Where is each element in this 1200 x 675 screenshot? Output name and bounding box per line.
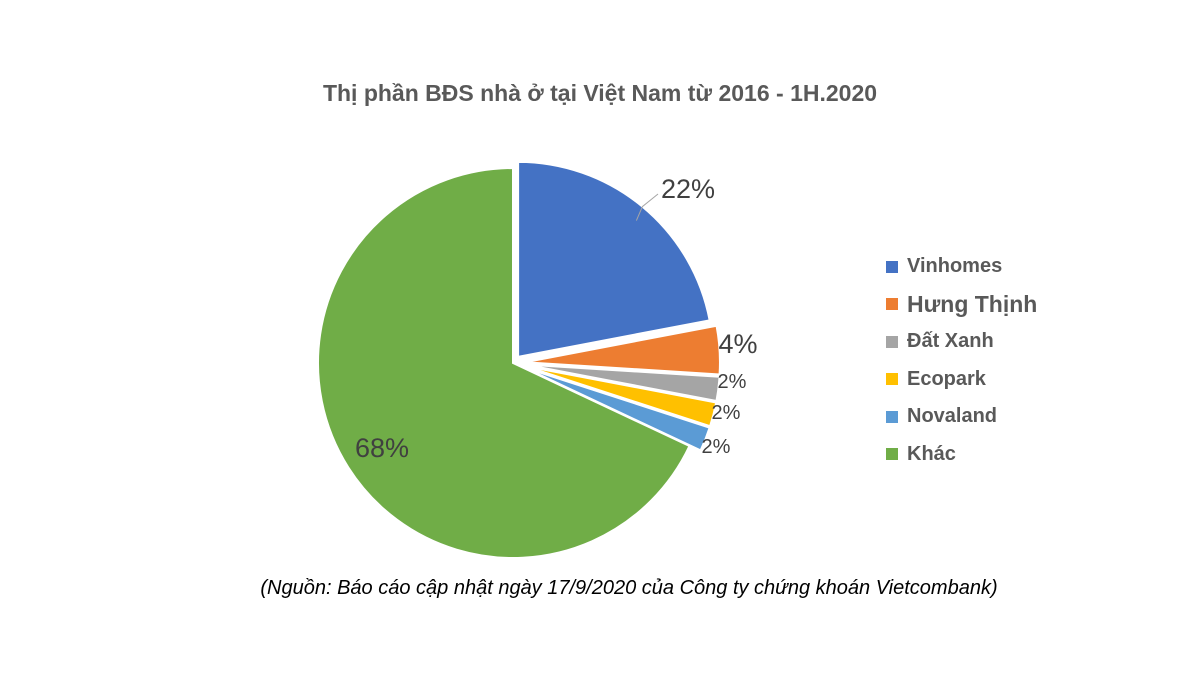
pie-slice-khac [317, 166, 691, 559]
legend-label: Ecopark [907, 367, 986, 390]
legend-swatch [886, 260, 898, 273]
legend-swatch [886, 448, 898, 461]
pie-slice-ecopark [524, 365, 718, 428]
source-note: (Nguồn: Báo cáo cập nhật ngày 17/9/2020 … [260, 577, 998, 599]
legend-swatch [886, 335, 898, 348]
data-label-novaland: 2% [702, 436, 731, 458]
legend-item-dat-xanh: Đất Xanh [886, 323, 1037, 361]
legend-label: Novaland [907, 405, 998, 428]
data-label-khac: 68% [355, 433, 409, 463]
leader-line-vinhomes [635, 193, 659, 221]
data-label-dat-xanh: 2% [718, 371, 747, 393]
legend-label: Vinhomes [907, 255, 1003, 278]
pie-slice-dat-xanh [524, 363, 721, 403]
data-label-ecopark: 2% [712, 402, 741, 424]
legend-item-ecopark: Ecopark [886, 361, 1037, 399]
data-label-hung-thinh: 4% [718, 329, 757, 359]
legend-item-hung-thinh: Hưng Thịnh [886, 286, 1037, 324]
legend-label: Khác [907, 442, 956, 465]
data-label-vinhomes: 22% [661, 174, 715, 204]
pie-slice-novaland [523, 366, 711, 452]
legend-swatch [886, 373, 898, 386]
chart-title: Thị phần BĐS nhà ở tại Việt Nam từ 2016 … [322, 80, 878, 106]
legend-item-vinhomes: Vinhomes [886, 248, 1037, 286]
legend-swatch [886, 410, 898, 423]
legend-swatch [886, 298, 898, 311]
pie-slice-hung-thinh [524, 324, 721, 376]
legend-label: Đất Xanh [907, 330, 994, 353]
legend-item-khac: Khác [886, 436, 1037, 474]
legend-item-novaland: Novaland [886, 398, 1037, 436]
chart-legend: Vinhomes Hưng Thịnh Đất Xanh Ecopark Novalan… [886, 248, 1037, 473]
legend-label: Hưng Thịnh [907, 290, 1038, 317]
